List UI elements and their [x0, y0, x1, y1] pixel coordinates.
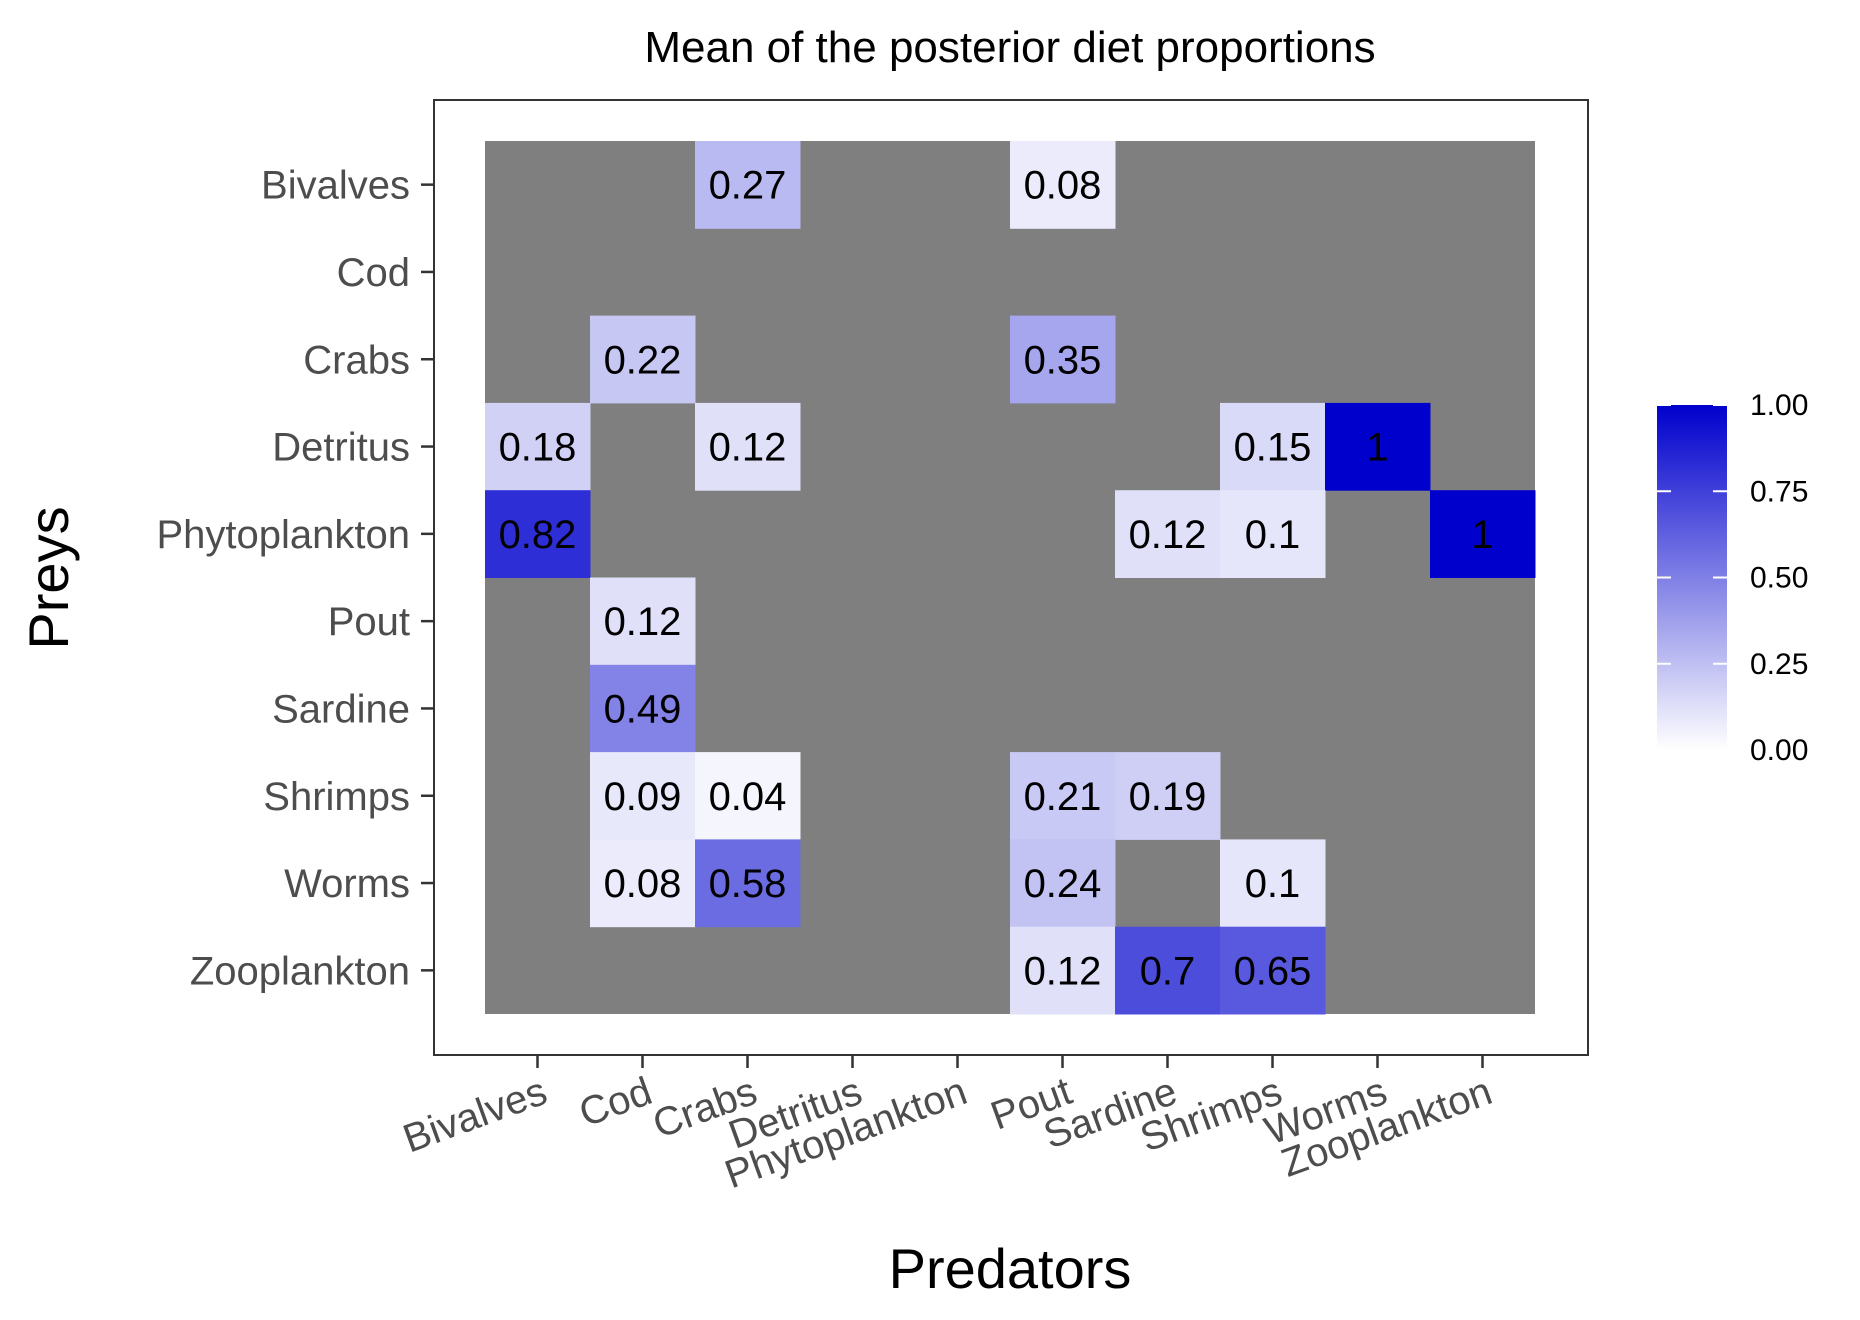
cell-value-label: 0.15 [1234, 426, 1312, 470]
cell-value-label: 0.35 [1024, 338, 1102, 382]
cell-value-label: 0.24 [1024, 862, 1102, 906]
x-tick-label: Cod [574, 1069, 658, 1135]
y-tick-label: Sardine [272, 687, 410, 731]
legend-tick-label: 0.50 [1750, 562, 1808, 595]
y-tick-label: Zooplankton [190, 949, 410, 993]
cell-value-label: 0.49 [604, 687, 682, 731]
cell-value-label: 0.08 [604, 862, 682, 906]
y-axis: Bivalves Cod Crabs Detritus Phytoplankton Pou… [156, 164, 434, 993]
cell-value-label: 0.27 [709, 164, 787, 208]
heatmap-cell [485, 490, 591, 578]
x-axis-title: Predators [889, 1237, 1132, 1300]
cell-value-label: 0.08 [1024, 164, 1102, 208]
heatmap-cell [590, 752, 696, 840]
y-tick-label: Crabs [303, 338, 410, 382]
heatmap-cell [1220, 839, 1326, 928]
cell-value-label: 0.12 [709, 426, 787, 470]
heatmap-cell [590, 577, 696, 666]
y-tick-label: Cod [337, 251, 410, 295]
cell-value-label: 0.09 [604, 775, 682, 819]
y-tick-label: Worms [284, 862, 410, 906]
heatmap-cell [1220, 490, 1326, 578]
heatmap-cell [1010, 839, 1116, 928]
cell-value-label: 0.19 [1129, 775, 1207, 819]
heatmap-cell [1115, 490, 1221, 578]
heatmap-cells [485, 141, 1536, 1015]
legend-tick-label: 0.75 [1750, 475, 1808, 508]
cell-value-label: 0.1 [1245, 513, 1301, 557]
cell-value-label: 0.1 [1245, 862, 1301, 906]
heatmap-cell [1115, 926, 1221, 1015]
cell-value-label: 0.82 [499, 513, 577, 557]
heatmap-cell [590, 839, 696, 928]
cell-value-label: 0.22 [604, 338, 682, 382]
heatmap-cell [1325, 402, 1431, 491]
cell-value-label: 0.21 [1024, 775, 1102, 819]
cell-value-label: 0.12 [1024, 949, 1102, 993]
heatmap-cell [695, 752, 801, 840]
heatmap-cell [1220, 926, 1326, 1015]
cell-value-label: 0.12 [1129, 513, 1207, 557]
cell-value-label: 1 [1471, 513, 1493, 557]
cell-value-label: 0.7 [1140, 949, 1196, 993]
heatmap-cell [1010, 315, 1116, 404]
legend-ticks: 0.00 0.25 0.50 0.75 1.00 [1657, 389, 1808, 767]
legend-tick-label: 0.00 [1750, 734, 1808, 767]
cell-value-label: 0.58 [709, 862, 787, 906]
y-tick-label: Phytoplankton [156, 513, 410, 557]
cell-value-label: 0.12 [604, 600, 682, 644]
heatmap-cell [1115, 752, 1221, 840]
heatmap-cell [1430, 490, 1536, 578]
heatmap-cell [695, 141, 801, 229]
heatmap-cell [590, 664, 696, 753]
x-tick-label: Bivalves [398, 1069, 553, 1161]
y-axis-title: Preys [17, 506, 80, 649]
legend-tick-label: 0.25 [1750, 648, 1808, 681]
heatmap-cell-labels: 0.27 0.08 0.22 0.35 0.18 0.12 0.15 1 0.82 0.12 0.1… [499, 164, 1494, 994]
heatmap-cell [695, 839, 801, 928]
heatmap-cell [590, 315, 696, 404]
heatmap-cell [485, 402, 591, 491]
heatmap-cell [1010, 752, 1116, 840]
legend-tick-label: 1.00 [1750, 389, 1808, 422]
heatmap-cell [1010, 926, 1116, 1015]
cell-value-label: 0.18 [499, 426, 577, 470]
y-tick-label: Pout [328, 600, 410, 644]
cell-value-label: 0.04 [709, 775, 787, 819]
cell-value-label: 1 [1366, 426, 1388, 470]
heatmap-cell [1220, 402, 1326, 491]
y-tick-label: Shrimps [263, 775, 410, 819]
y-tick-label: Detritus [272, 426, 410, 470]
heatmap-cell [695, 402, 801, 491]
heatmap-cell [1010, 141, 1116, 229]
chart-title: Mean of the posterior diet proportions [644, 23, 1375, 72]
color-legend: 0.00 0.25 0.50 0.75 1.00 [1657, 389, 1808, 767]
y-tick-label: Bivalves [261, 164, 410, 208]
cell-value-label: 0.65 [1234, 949, 1312, 993]
